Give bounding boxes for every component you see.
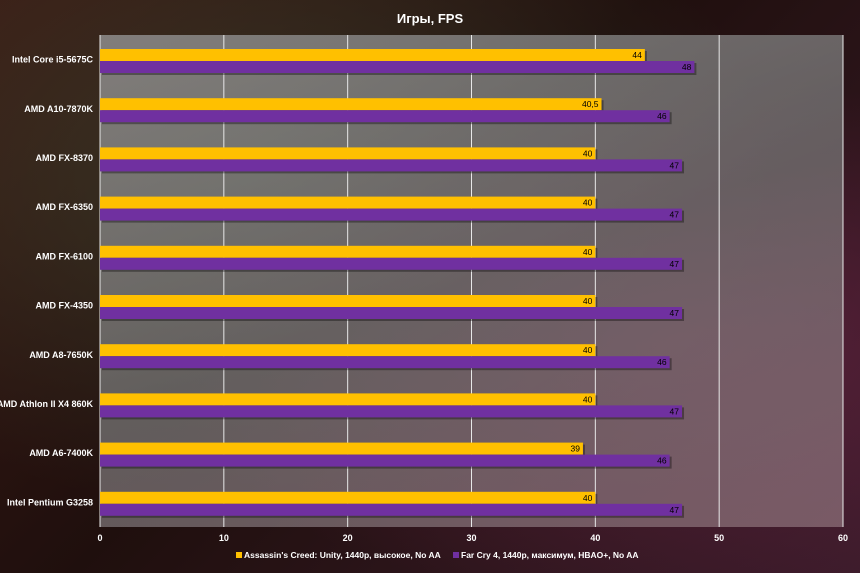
bar (100, 503, 683, 516)
bar (100, 49, 645, 61)
data-label: 47 (670, 160, 680, 170)
x-tick-label: 10 (219, 533, 229, 543)
bar (100, 454, 670, 467)
data-label: 47 (670, 406, 680, 416)
data-label: 46 (657, 456, 667, 466)
data-label: 40 (583, 345, 593, 355)
bar (100, 257, 683, 270)
bar (100, 442, 583, 455)
data-label: 46 (657, 357, 667, 367)
data-label: 40 (583, 198, 593, 208)
x-tick-labels: 0 10 20 30 40 50 60 (97, 533, 848, 543)
x-tick-label: 60 (838, 533, 848, 543)
data-label: 47 (670, 308, 680, 318)
category-label: AMD A10-7870K (24, 104, 93, 114)
category-labels: Intel Core i5-5675C AMD A10-7870K AMD FX-8… (0, 55, 94, 508)
data-label: 47 (670, 505, 680, 515)
category-label: AMD Athlon II X4 860K (0, 399, 93, 409)
chart-title: Игры, FPS (397, 11, 464, 26)
bar (100, 110, 670, 123)
category-label: AMD A8-7650K (29, 350, 93, 360)
bar (100, 196, 596, 209)
data-label: 40 (583, 247, 593, 257)
legend-swatch (453, 552, 459, 558)
bar (100, 344, 596, 357)
data-label: 40 (583, 296, 593, 306)
category-label: AMD FX-6100 (35, 251, 93, 261)
data-label: 40,5 (582, 99, 599, 109)
data-label: 46 (657, 111, 667, 121)
category-label: Intel Core i5-5675C (12, 55, 94, 65)
bar (100, 491, 596, 504)
legend-label: Assassin's Creed: Unity, 1440p, высокое,… (244, 550, 441, 560)
legend: Assassin's Creed: Unity, 1440p, высокое,… (236, 550, 639, 560)
data-label: 44 (632, 50, 642, 60)
x-tick-label: 50 (714, 533, 724, 543)
data-label: 48 (682, 62, 692, 72)
bar (100, 208, 683, 221)
category-label: AMD FX-4350 (35, 301, 93, 311)
bar (100, 405, 683, 418)
x-tick-label: 30 (466, 533, 476, 543)
data-label: 40 (583, 394, 593, 404)
bar (100, 245, 596, 258)
x-tick-label: 0 (97, 533, 102, 543)
legend-label: Far Cry 4, 1440p, максимум, HBAO+, No AA (461, 550, 639, 560)
data-label: 47 (670, 210, 680, 220)
data-label: 39 (570, 444, 580, 454)
bar (100, 147, 596, 160)
bar (100, 98, 602, 111)
data-label: 40 (583, 493, 593, 503)
category-label: Intel Pentium G3258 (7, 497, 93, 507)
category-label: AMD FX-6350 (35, 202, 93, 212)
data-label: 40 (583, 148, 593, 158)
x-tick-label: 20 (343, 533, 353, 543)
category-label: AMD FX-8370 (35, 153, 93, 163)
x-tick-label: 40 (590, 533, 600, 543)
bar (100, 159, 683, 172)
bar (100, 61, 695, 73)
bar (100, 393, 596, 406)
data-label: 47 (670, 259, 680, 269)
bars: 44 48 40,5 46 40 47 40 47 40 47 40 47 40 46 40 47 39 46 40… (100, 49, 697, 518)
bar (100, 295, 596, 307)
bar (100, 307, 683, 319)
legend-swatch (236, 552, 242, 558)
category-label: AMD A6-7400K (29, 448, 93, 458)
bar (100, 356, 670, 369)
